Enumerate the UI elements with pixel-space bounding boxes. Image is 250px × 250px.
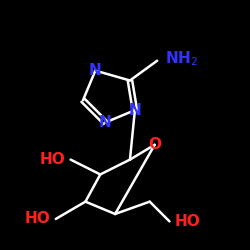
Text: HO: HO	[40, 152, 66, 167]
Text: O: O	[148, 137, 161, 152]
Text: HO: HO	[174, 214, 200, 229]
Text: HO: HO	[25, 212, 51, 226]
Text: N: N	[99, 115, 112, 130]
Text: NH$_2$: NH$_2$	[164, 49, 198, 68]
Text: N: N	[89, 63, 102, 78]
Text: N: N	[128, 103, 141, 118]
